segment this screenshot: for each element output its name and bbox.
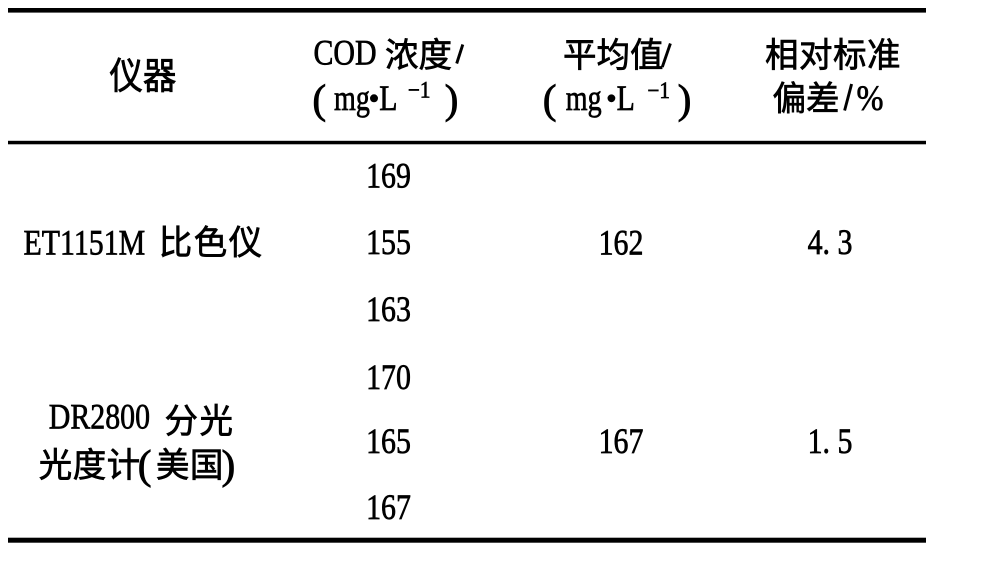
svg-text:162: 162 [599,224,644,263]
svg-text:L: L [379,80,397,119]
svg-text:165: 165 [366,423,411,462]
svg-text:mg: mg [566,78,602,118]
svg-text:170: 170 [366,359,411,398]
svg-text:ET1151M: ET1151M [24,224,146,263]
svg-text:(: ( [312,76,326,123]
svg-text:COD: COD [314,34,377,73]
svg-text:1. 5: 1. 5 [808,423,853,462]
svg-text:−1: −1 [408,77,431,103]
svg-text:L: L [617,80,635,119]
svg-text:167: 167 [366,489,411,528]
svg-text:mg: mg [334,78,370,118]
svg-text:%: % [857,78,884,118]
svg-text:): ) [445,76,459,123]
svg-text:169: 169 [366,157,411,196]
svg-text:4. 3: 4. 3 [808,224,853,263]
svg-text:167: 167 [599,423,644,462]
svg-text:155: 155 [366,224,411,263]
svg-text:(: ( [543,76,557,123]
svg-text:−1: −1 [648,77,671,103]
svg-text:DR2800: DR2800 [49,398,150,437]
svg-text:163: 163 [366,291,411,330]
svg-text:): ) [222,442,236,489]
svg-text:(: ( [138,442,152,489]
svg-text:): ) [678,76,692,123]
